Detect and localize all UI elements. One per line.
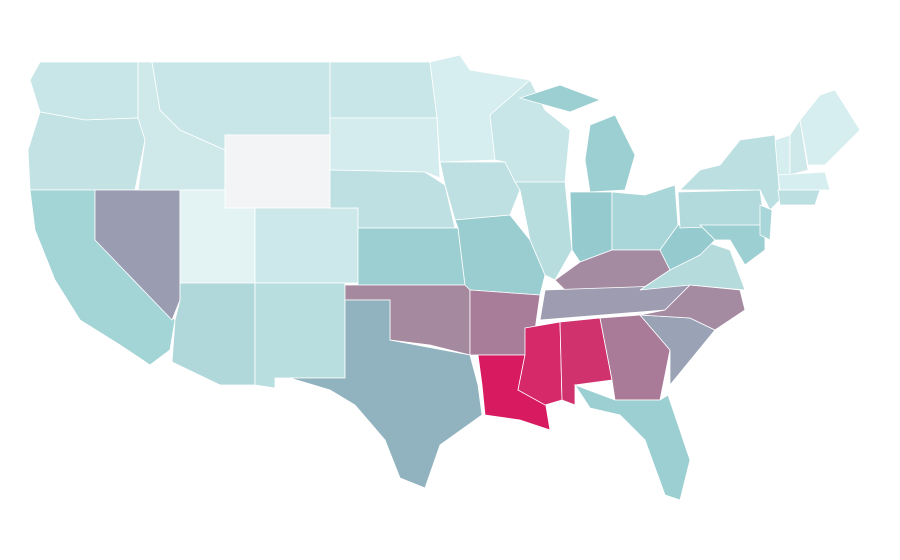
state [679, 134, 781, 211]
state [357, 227, 466, 286]
state [329, 61, 438, 119]
state [439, 161, 521, 221]
state [799, 89, 861, 166]
state [789, 118, 809, 176]
state [514, 181, 573, 281]
state [254, 207, 359, 284]
state [254, 282, 346, 389]
state [517, 321, 563, 406]
state [224, 134, 331, 209]
state [569, 191, 613, 263]
state [774, 134, 791, 176]
state [759, 204, 773, 241]
state [171, 282, 256, 386]
state [677, 189, 766, 229]
state [329, 117, 441, 179]
state [584, 114, 636, 193]
state [777, 171, 831, 191]
state [289, 299, 483, 489]
state [777, 189, 821, 206]
state [518, 84, 602, 113]
state [573, 384, 691, 501]
state [27, 111, 146, 191]
state [29, 61, 139, 121]
